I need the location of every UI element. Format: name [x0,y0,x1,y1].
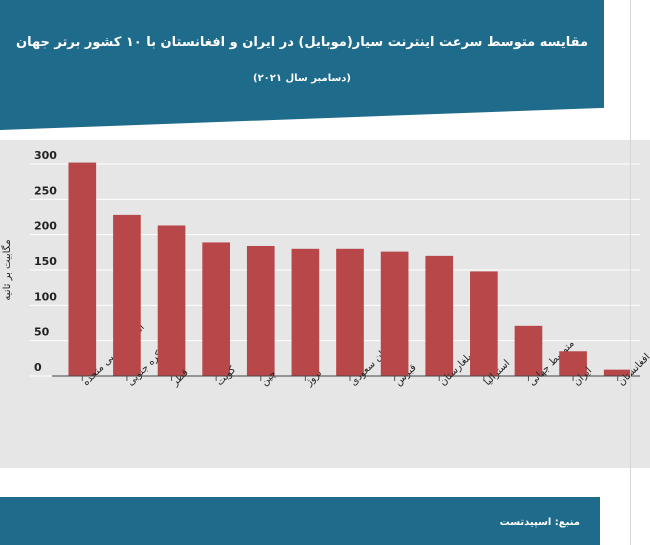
bar [68,162,97,376]
bar [559,351,587,376]
source-label: منبع: اسپیدتست [499,517,580,528]
y-tick-label: 50 [34,326,50,339]
bar [603,369,632,376]
bar [336,248,364,376]
bar [113,214,141,376]
y-tick-label: 0 [34,361,42,374]
y-tick-label: 150 [34,255,57,268]
y-tick-label: 200 [34,220,57,233]
chart-title: مقایسه متوسط سرعت اینترنت سیار(موبایل) د… [15,35,589,50]
bar [246,245,275,376]
page-edge-line [630,0,631,545]
header-banner [0,0,604,130]
y-axis-label: مگابیت بر ثانیه [1,239,13,300]
bar [291,248,320,376]
bar [470,271,498,376]
y-tick-label: 300 [34,149,57,162]
bar [202,242,230,376]
chart-subtitle: (دسامبر سال ۲۰۲۱) [252,73,351,84]
bar [380,251,409,376]
bar [157,225,186,376]
bar [425,255,454,376]
y-tick-label: 250 [34,184,57,197]
bar [514,325,543,376]
y-tick-label: 100 [34,290,57,303]
footer-banner: منبع: اسپیدتست [0,497,600,545]
